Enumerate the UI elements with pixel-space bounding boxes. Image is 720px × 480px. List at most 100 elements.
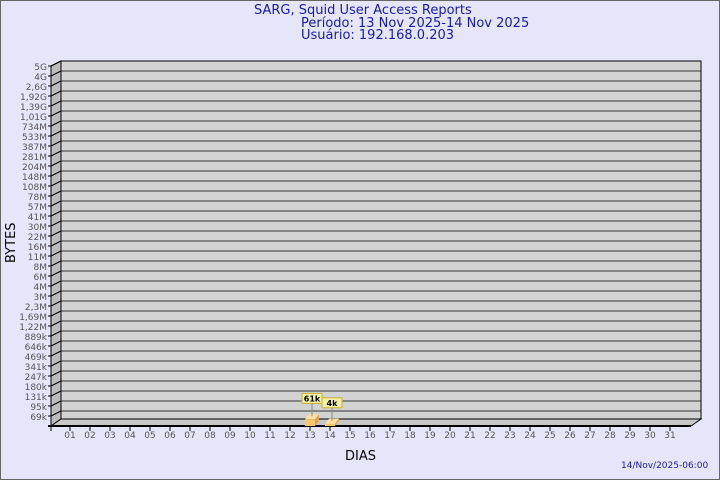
x-tick-label: 04	[124, 431, 136, 441]
y-tick	[50, 130, 62, 137]
x-tick-label: 18	[404, 431, 416, 441]
y-tick	[50, 410, 62, 417]
bar-label: 4k	[327, 399, 339, 408]
x-tick-label: 08	[204, 431, 216, 441]
y-tick	[50, 370, 62, 377]
x-tick-label: 24	[524, 431, 536, 441]
x-axis-label: DIAS	[345, 449, 376, 464]
x-tick-label: 30	[644, 431, 656, 441]
y-tick-label: 2,3M	[25, 303, 47, 313]
y-tick-label: 734M	[22, 123, 47, 133]
y-tick	[50, 380, 62, 387]
y-tick	[50, 350, 62, 357]
chart-title: SARG, Squid User Access Reports	[254, 3, 472, 18]
x-tick-label: 17	[384, 431, 395, 441]
y-tick	[50, 320, 62, 327]
plot-floor	[49, 418, 703, 427]
x-tick-label: 02	[84, 431, 95, 441]
y-tick-label: 30M	[28, 223, 47, 233]
x-tick-label: 26	[564, 431, 576, 441]
y-tick	[50, 70, 62, 77]
bar-side	[335, 418, 339, 426]
y-axis-label: BYTES	[4, 222, 19, 263]
x-tick-label: 05	[144, 431, 155, 441]
y-tick	[50, 340, 62, 347]
y-tick-label: 5G	[34, 63, 47, 73]
y-tick-label: 2,6G	[26, 83, 47, 93]
y-tick	[50, 90, 62, 97]
x-tick-label: 14	[324, 431, 336, 441]
timestamp: 14/Nov/2025-06:00	[621, 461, 709, 471]
y-tick	[50, 250, 62, 257]
bar	[325, 423, 335, 426]
y-tick	[50, 120, 62, 127]
y-tick	[50, 190, 62, 197]
y-tick-label: 180k	[25, 383, 48, 393]
y-tick-label: 4M	[34, 283, 48, 293]
y-tick-label: 3M	[34, 293, 48, 303]
x-tick-label: 13	[304, 431, 315, 441]
y-tick-label: 8M	[34, 263, 48, 273]
y-tick-label: 533M	[22, 133, 47, 143]
y-tick	[50, 390, 62, 397]
x-tick-label: 19	[424, 431, 436, 441]
y-tick-label: 148M	[22, 173, 47, 183]
y-tick-label: 1,39G	[20, 103, 47, 113]
y-tick	[50, 240, 62, 247]
x-tick-label: 01	[64, 431, 75, 441]
y-tick	[50, 300, 62, 307]
x-tick-label: 06	[164, 431, 176, 441]
y-tick-label: 469k	[25, 353, 48, 363]
y-tick-label: 247k	[25, 373, 48, 383]
y-tick	[50, 160, 62, 167]
x-tick-label: 03	[104, 431, 115, 441]
chart-user: Usuário: 192.168.0.203	[301, 28, 455, 43]
bar-label: 61k	[304, 394, 321, 403]
x-tick-label: 28	[604, 431, 616, 441]
y-tick	[50, 270, 62, 277]
x-tick-label: 10	[244, 431, 256, 441]
y-tick	[50, 400, 62, 407]
y-tick-label: 41M	[28, 213, 47, 223]
y-tick-label: 11M	[28, 253, 47, 263]
x-tick-label: 16	[364, 431, 376, 441]
x-tick-label: 31	[664, 431, 675, 441]
y-tick-label: 4G	[34, 73, 47, 83]
x-tick-label: 20	[444, 431, 456, 441]
x-tick-label: 22	[484, 431, 495, 441]
y-tick	[50, 230, 62, 237]
y-tick	[50, 150, 62, 157]
y-tick	[50, 220, 62, 227]
plot-back-wall	[60, 60, 702, 420]
x-tick-label: 07	[184, 431, 195, 441]
y-tick-label: 1,22M	[19, 323, 47, 333]
x-tick-label: 12	[284, 431, 295, 441]
bar-top	[325, 418, 339, 424]
x-tick-label: 09	[224, 431, 236, 441]
x-tick-label: 27	[584, 431, 595, 441]
y-tick-label: 387M	[22, 143, 47, 153]
x-tick-label: 25	[544, 431, 555, 441]
y-tick-label: 131k	[25, 393, 48, 403]
bar	[305, 419, 315, 426]
y-tick-label: 22M	[28, 233, 47, 243]
y-tick-label: 95k	[30, 403, 47, 413]
y-tick-label: 1,01G	[20, 113, 47, 123]
y-tick	[50, 170, 62, 177]
y-tick-label: 1,69M	[19, 313, 47, 323]
y-tick-label: 16M	[28, 243, 47, 253]
y-tick-label: 78M	[28, 193, 47, 203]
y-tick	[50, 280, 62, 287]
x-tick-label: 29	[624, 431, 636, 441]
y-tick-label: 69k	[30, 413, 47, 423]
y-tick-label: 204M	[22, 163, 47, 173]
y-tick-label: 57M	[28, 203, 47, 213]
y-tick	[50, 60, 62, 67]
y-tick-label: 281M	[22, 153, 47, 163]
y-tick	[50, 290, 62, 297]
y-tick-label: 646k	[25, 343, 48, 353]
y-tick-label: 889k	[25, 333, 48, 343]
chart-period: Período: 13 Nov 2025-14 Nov 2025	[301, 16, 530, 31]
y-tick	[50, 180, 62, 187]
